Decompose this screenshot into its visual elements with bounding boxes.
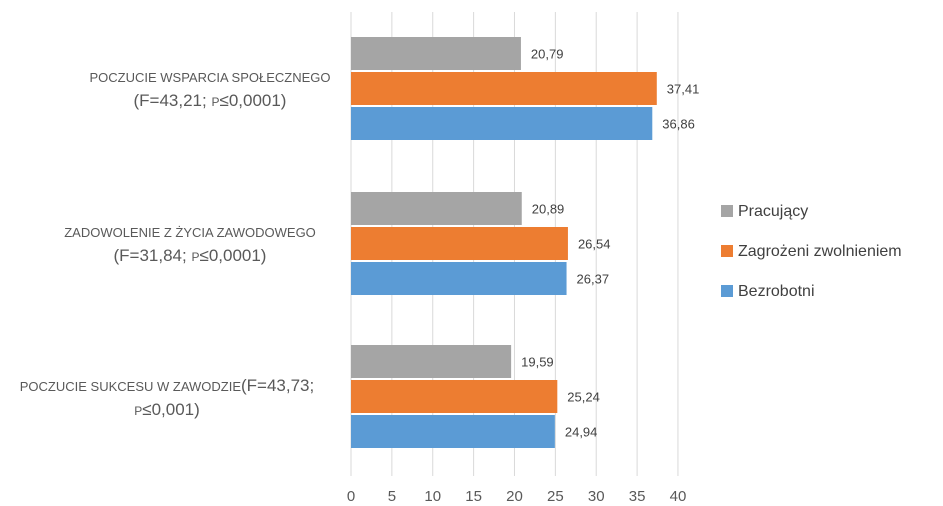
bar [351,192,522,225]
x-tick-label: 25 [547,488,564,505]
data-label: 19,59 [521,355,554,370]
data-label: 25,24 [567,390,600,405]
bar [351,415,555,448]
bar [351,227,568,260]
data-label: 26,37 [577,272,610,287]
stat-value: ≤0,0001) [219,91,286,110]
data-label: 24,94 [565,425,598,440]
stat-value: ≤0,001) [142,400,200,419]
data-labels: 20,79 37,41 36,86 20,89 26,54 26,37 19,59 25,24… [521,47,699,440]
category-stat: P≤0,001) [134,400,200,419]
legend-label: Zagrożeni zwolnieniem [738,243,902,260]
legend-swatch [721,285,733,297]
stat-p: P [134,404,142,418]
stat-f: (F=43,21; [134,91,212,110]
x-tick-label: 15 [465,488,482,505]
x-tick-label: 10 [424,488,441,505]
bar [351,107,653,140]
x-axis-ticks: 0 5 10 15 20 25 30 35 40 [347,488,686,505]
x-tick-label: 5 [388,488,396,505]
category-labels: POCZUCIE WSPARCIA SPOŁECZNEGO (F=43,21; P… [20,70,331,419]
stat-p: P [191,250,199,264]
category-name: POCZUCIE WSPARCIA SPOŁECZNEGO [89,70,330,85]
category-label: ZADOWOLENIE Z ŻYCIA ZAWODOWEGO [64,225,316,240]
data-label: 20,89 [532,202,565,217]
bar [351,262,567,295]
x-tick-label: 30 [588,488,605,505]
data-label: 26,54 [578,237,611,252]
x-tick-label: 35 [629,488,646,505]
bar [351,72,657,105]
category-name: ZADOWOLENIE Z ŻYCIA ZAWODOWEGO [64,225,316,240]
data-label: 20,79 [531,47,564,62]
bar [351,345,512,378]
data-label: 37,41 [667,82,700,97]
stat-f: (F=43,73; [241,376,314,395]
x-tick-label: 40 [670,488,687,505]
category-label: POCZUCIE WSPARCIA SPOŁECZNEGO [89,70,330,85]
category-label: POCZUCIE SUKCESU W ZAWODZIE(F=43,73; [20,376,315,395]
stat-value: ≤0,0001) [199,246,266,265]
bar [351,380,558,413]
legend-label: Bezrobotni [738,283,815,300]
stat-f: (F=31,84; [114,246,192,265]
legend-swatch [721,205,733,217]
category-stat: (F=31,84; P≤0,0001) [114,246,267,265]
legend-label: Pracujący [738,203,808,220]
legend: Pracujący Zagrożeni zwolnieniem Bezrobotni [721,203,902,300]
bars [351,37,657,448]
x-tick-label: 0 [347,488,355,505]
bar [351,37,521,70]
category-stat: (F=43,21; P≤0,0001) [134,91,287,110]
category-name: POCZUCIE SUKCESU W ZAWODZIE [20,379,242,394]
x-tick-label: 20 [506,488,523,505]
stat-p: P [211,95,219,109]
data-label: 36,86 [662,117,695,132]
legend-swatch [721,245,733,257]
